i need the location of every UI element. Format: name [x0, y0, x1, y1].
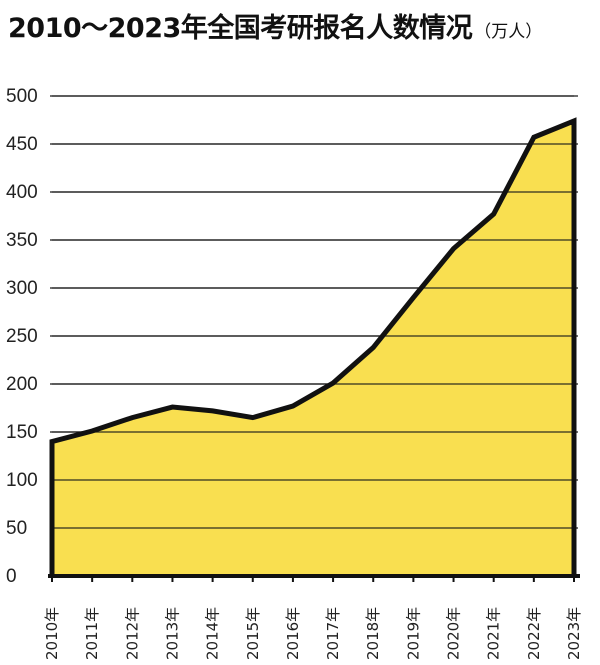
x-tick-label: 2011年	[83, 607, 101, 660]
data-point	[170, 405, 174, 409]
data-point	[291, 404, 295, 408]
x-tick-label: 2022年	[525, 607, 543, 660]
data-point	[572, 119, 576, 123]
data-point	[90, 429, 94, 433]
area-fill	[52, 120, 574, 577]
x-tick-label: 2013年	[163, 607, 181, 660]
x-tick-label: 2016年	[284, 607, 302, 660]
y-tick-label: 450	[6, 134, 38, 155]
x-tick-label: 2015年	[244, 607, 262, 660]
data-point	[211, 409, 215, 413]
x-tick-label: 2014年	[204, 607, 222, 660]
data-point	[411, 296, 415, 300]
y-tick-label: 50	[6, 518, 27, 539]
y-tick-label: 300	[6, 278, 38, 299]
data-point	[251, 416, 255, 420]
x-tick-label: 2018年	[364, 607, 382, 660]
x-tick-label: 2023年	[565, 607, 583, 660]
y-tick-label: 400	[6, 182, 38, 203]
x-tick-label: 2021年	[485, 607, 503, 660]
x-tick-label: 2019年	[404, 607, 422, 660]
y-tick-label: 0	[6, 566, 17, 587]
data-point	[371, 346, 375, 350]
y-tick-label: 150	[6, 422, 38, 443]
data-point	[452, 247, 456, 251]
chart-unit: （万人）	[474, 22, 543, 42]
x-tick-label: 2012年	[123, 607, 141, 660]
y-tick-label: 250	[6, 326, 38, 347]
y-tick-label: 500	[6, 86, 38, 107]
data-point	[331, 381, 335, 385]
x-tick-label: 2020年	[445, 607, 463, 660]
data-point	[130, 416, 134, 420]
data-point	[50, 440, 54, 444]
y-tick-label: 100	[6, 470, 38, 491]
y-tick-label: 200	[6, 374, 38, 395]
chart-title-row: 2010～2023年全国考研报名人数情况 （万人）	[8, 6, 542, 45]
y-tick-label: 350	[6, 230, 38, 251]
series-line	[49, 117, 577, 576]
data-point	[532, 135, 536, 139]
x-tick-label: 2017年	[324, 607, 342, 660]
data-point	[492, 212, 496, 216]
x-tick-label: 2010年	[43, 607, 61, 660]
chart-title: 2010～2023年全国考研报名人数情况	[8, 13, 473, 44]
